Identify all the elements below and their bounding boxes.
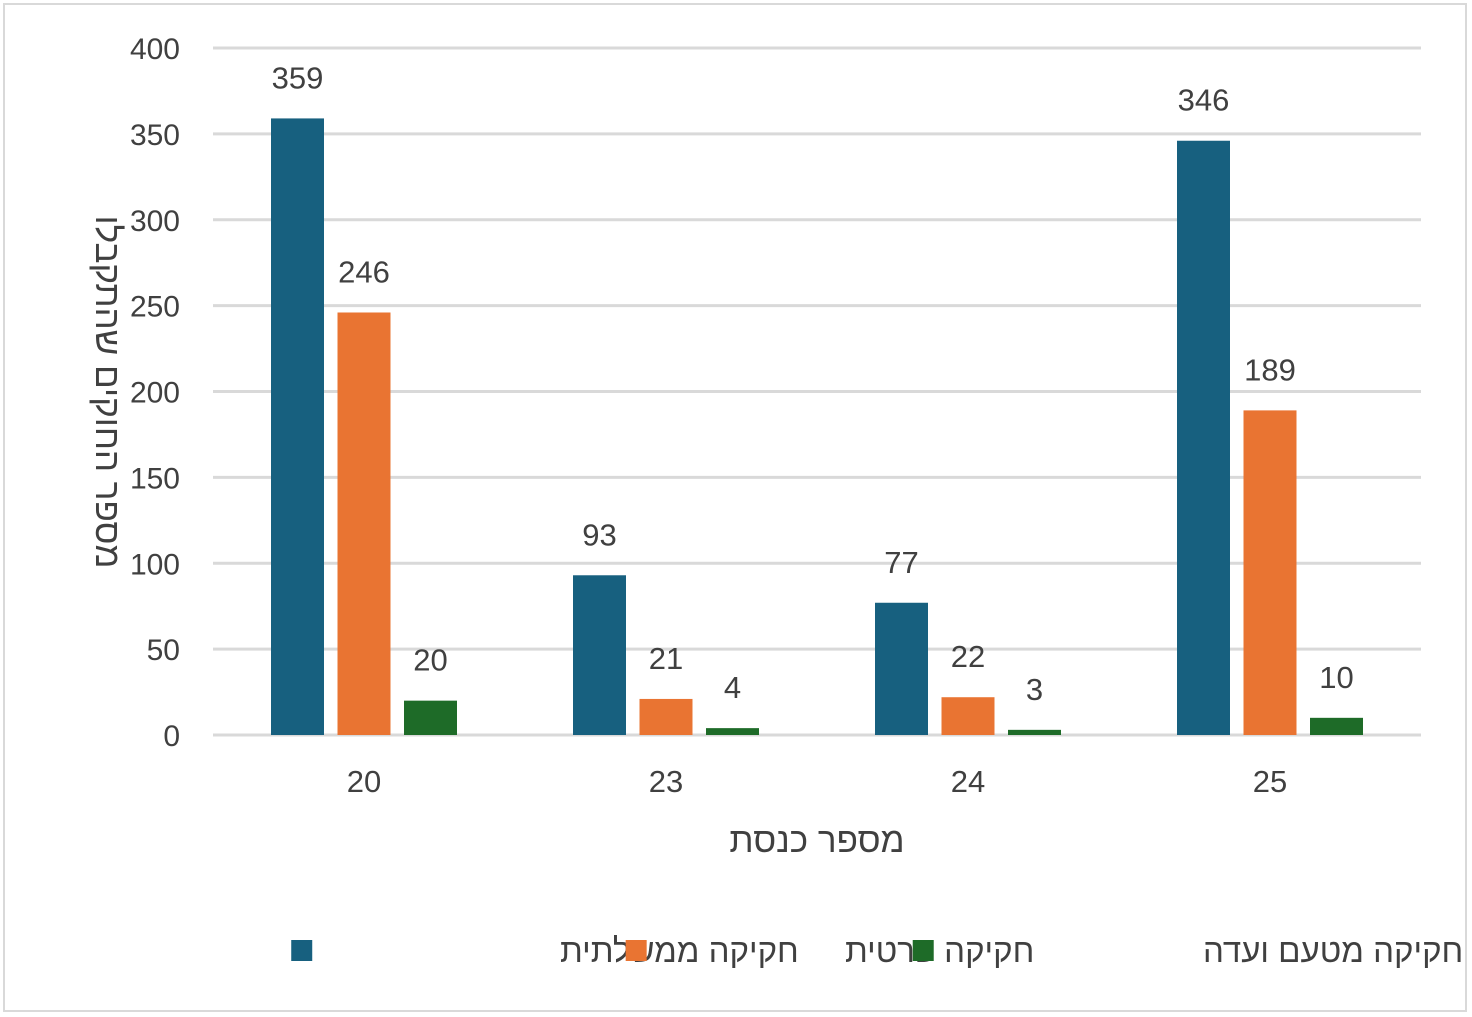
y-tick-label: 250 (130, 291, 180, 324)
y-axis-ticks: 0 50 100 150 200 250 300 350 400 (130, 33, 180, 753)
legend-swatch (625, 940, 647, 961)
bar (1008, 729, 1061, 735)
y-tick-label: 200 (130, 377, 180, 410)
bar (941, 697, 995, 735)
bar (1310, 717, 1363, 735)
data-label: 22 (951, 639, 985, 674)
x-axis-categories: 20 23 24 25 (347, 764, 1287, 799)
y-tick-label: 50 (147, 634, 180, 667)
gridlines (213, 46, 1421, 737)
x-category-label: 23 (649, 764, 683, 799)
data-label: 10 (1319, 660, 1353, 695)
data-label: 4 (724, 670, 741, 705)
x-axis-title: מספר כנסת (729, 821, 904, 860)
y-tick-label: 400 (130, 33, 180, 66)
legend-label: חקיקה ממשלתית (560, 932, 799, 969)
bar (1243, 410, 1297, 735)
data-label: 346 (1178, 83, 1230, 118)
y-axis-title: מספר החוקים שהתקבלו (88, 216, 127, 569)
data-label: 189 (1244, 352, 1296, 387)
data-labels: 359 246 20 93 21 4 77 22 3 346 189 10 (272, 60, 1354, 706)
bar (404, 700, 457, 735)
data-label: 359 (272, 60, 324, 95)
data-label: 93 (582, 517, 616, 552)
bar (337, 312, 391, 735)
data-label: 20 (413, 643, 447, 678)
y-tick-label: 0 (163, 720, 180, 753)
legend-swatch (291, 940, 313, 961)
y-tick-label: 300 (130, 205, 180, 238)
bar (875, 602, 928, 735)
data-label: 246 (338, 254, 390, 289)
bar (706, 728, 759, 735)
y-tick-label: 100 (130, 548, 180, 581)
bar (271, 118, 324, 736)
bar (639, 698, 693, 735)
y-tick-label: 350 (130, 119, 180, 152)
x-category-label: 20 (347, 764, 381, 799)
x-category-label: 24 (951, 764, 985, 799)
legend: חקיקה ממשלתית חקיקה פרטית חקיקה מטעם ועדה (291, 932, 1463, 969)
legend-swatch (912, 940, 934, 961)
data-label: 21 (649, 641, 683, 676)
x-category-label: 25 (1253, 764, 1287, 799)
bar (573, 575, 626, 735)
data-label: 77 (884, 545, 918, 580)
legend-label: חקיקה פרטית (845, 932, 1034, 969)
data-label: 3 (1026, 672, 1043, 707)
legend-label: חקיקה מטעם ועדה (1203, 932, 1463, 969)
y-tick-label: 150 (130, 462, 180, 495)
bars (271, 118, 1363, 736)
bar (1177, 140, 1230, 735)
